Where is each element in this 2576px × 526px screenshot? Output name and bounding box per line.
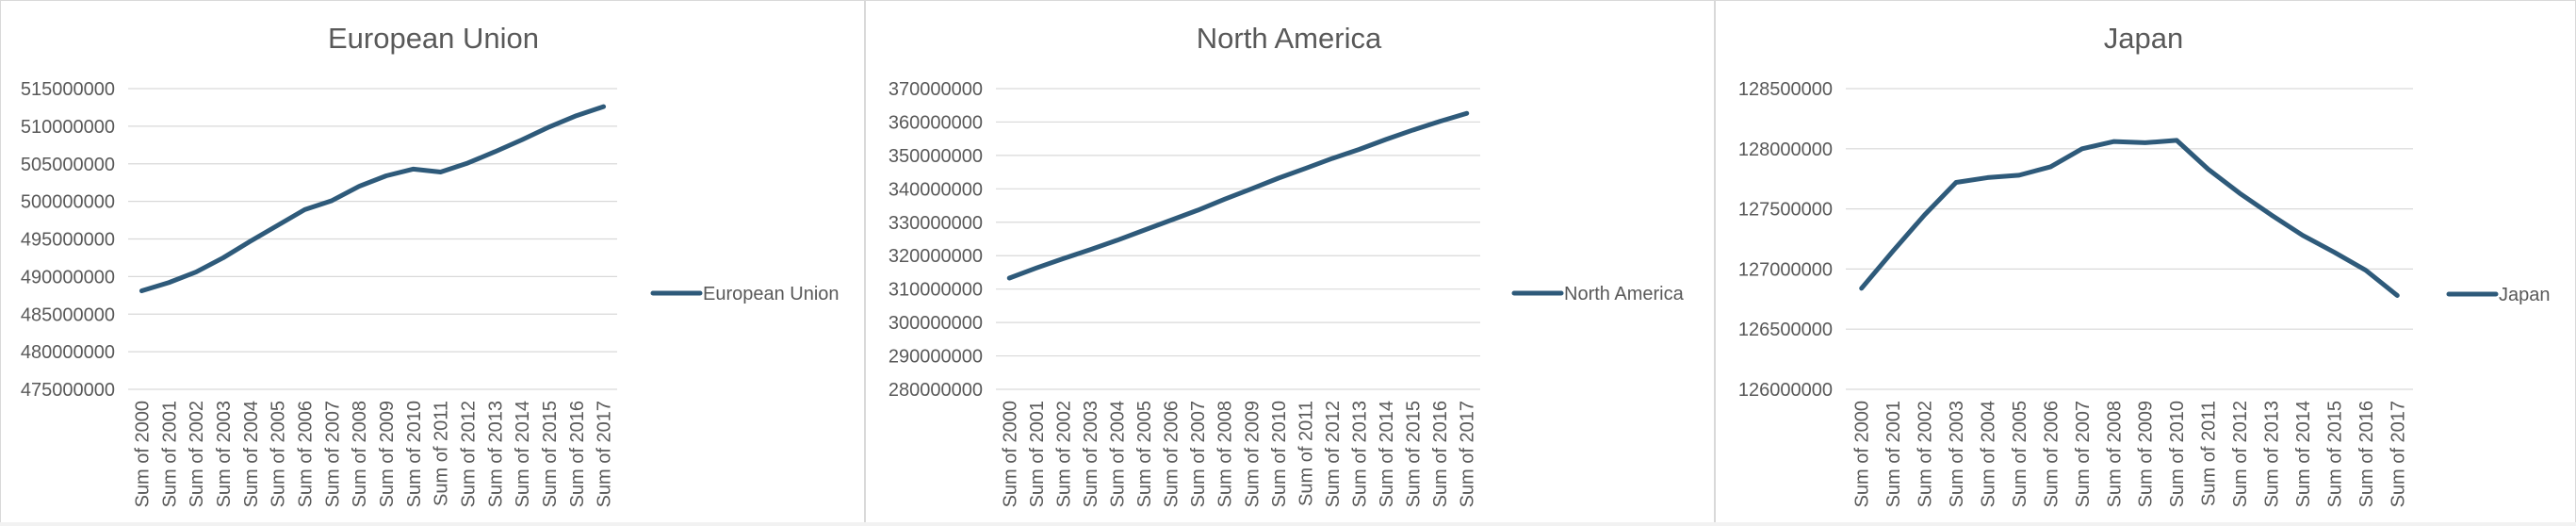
x-tick-label: Sum of 2006 [295,401,316,507]
x-tick-label: Sum of 2007 [2073,401,2094,507]
x-tick-label: Sum of 2013 [2262,401,2283,507]
x-tick-label: Sum of 2012 [458,401,479,507]
x-tick-label: Sum of 2011 [432,401,452,506]
x-tick-label: Sum of 2004 [1108,401,1129,507]
y-tick-label: 310000000 [889,280,983,301]
x-tick-label: Sum of 2017 [595,401,615,507]
chart-title-european-union: European Union [328,22,539,55]
x-tick-label: Sum of 2015 [2324,401,2345,507]
x-tick-label: Sum of 2007 [1188,401,1209,507]
x-tick-label: Sum of 2013 [1350,401,1371,507]
chart-svg: European Union 475000000 480000000 48500000… [21,22,840,507]
y-tick-label: 360000000 [889,112,983,133]
x-tick-label: Sum of 2002 [187,401,207,507]
x-tick-label: Sum of 2010 [2167,401,2188,507]
x-tick-label: Sum of 2013 [485,401,506,507]
y-tick-label: 280000000 [889,380,983,401]
x-tick-label: Sum of 2003 [214,401,235,507]
chart-svg: Japan 126000000 126500000 127000000 12750000… [1738,22,2551,507]
x-tick-label: Sum of 2004 [1979,401,1999,507]
x-tick-label: Sum of 2000 [1000,401,1020,507]
sheet-bottom-strip [0,522,2576,526]
x-tick-label: Sum of 2016 [2356,401,2377,507]
x-tick-label: Sum of 2005 [1134,401,1155,507]
x-tick-label: Sum of 2001 [159,401,180,507]
y-tick-label: 350000000 [889,146,983,167]
x-tick-label: Sum of 2006 [2041,401,2062,507]
x-tick-label: Sum of 2006 [1162,401,1182,507]
y-tick-label: 128500000 [1738,79,1833,100]
x-tick-label: Sum of 2005 [269,401,289,507]
x-tick-label: Sum of 2017 [2388,401,2408,507]
x-tick-label: Sum of 2012 [1323,401,1344,507]
y-tick-label: 480000000 [21,342,115,363]
x-tick-label: Sum of 2003 [1081,401,1101,507]
y-tick-label: 490000000 [21,267,115,288]
x-tick-label: Sum of 2002 [1053,401,1074,507]
x-tick-label: Sum of 2000 [1852,401,1873,507]
chart-panel-north-america: North America 280000000 290000000 300000000… [865,0,1715,524]
x-tick-label: Sum of 2001 [1883,401,1904,507]
y-tick-label: 126000000 [1738,380,1833,401]
legend-label-european-union: European Union [703,284,840,304]
series-line-european-union [139,104,607,294]
y-tick-label: 127000000 [1738,259,1833,280]
x-tick-label: Sum of 2009 [2136,401,2157,507]
y-tick-label: 127500000 [1738,200,1833,221]
x-tick-label: Sum of 2016 [1430,401,1451,507]
y-tick-label: 320000000 [889,246,983,267]
x-tick-label: Sum of 2015 [540,401,561,507]
legend-label-north-america: North America [1564,284,1685,304]
x-tick-label: Sum of 2007 [322,401,343,507]
y-tick-label: 300000000 [889,313,983,334]
series-line-north-america [1006,110,1470,281]
x-tick-label: Sum of 2011 [2199,401,2220,506]
y-tick-label: 340000000 [889,179,983,200]
y-tick-label: 505000000 [21,155,115,175]
x-tick-label: Sum of 2016 [567,401,588,507]
y-tick-label: 370000000 [889,79,983,100]
x-tick-label: Sum of 2010 [1269,401,1290,507]
x-tick-label: Sum of 2014 [513,401,533,507]
y-tick-label: 495000000 [21,230,115,251]
y-tick-label: 126500000 [1738,320,1833,340]
x-tick-label: Sum of 2014 [1377,401,1397,507]
x-tick-label: Sum of 2015 [1404,401,1425,507]
x-tick-label: Sum of 2011 [1296,401,1316,506]
x-tick-label: Sum of 2002 [1916,401,1936,507]
chart-title-north-america: North America [1197,22,1382,55]
y-tick-label: 475000000 [21,380,115,401]
x-tick-label: Sum of 2010 [404,401,425,507]
y-tick-label: 330000000 [889,213,983,234]
x-tick-label: Sum of 2004 [241,401,262,507]
y-tick-label: 515000000 [21,79,115,100]
x-tick-label: Sum of 2008 [1215,401,1236,507]
x-tick-label: Sum of 2000 [132,401,153,507]
x-tick-label: Sum of 2009 [377,401,398,507]
chart-panel-japan: Japan 126000000 126500000 127000000 12750000… [1715,0,2576,524]
y-tick-label: 500000000 [21,192,115,213]
x-tick-label: Sum of 2009 [1242,401,1263,507]
y-tick-label: 128000000 [1738,140,1833,160]
x-tick-label: Sum of 2014 [2293,401,2314,507]
x-tick-label: Sum of 2012 [2230,401,2251,507]
x-tick-label: Sum of 2003 [1947,401,1967,507]
chart-svg: North America 280000000 290000000 300000000… [889,22,1685,507]
series-line-japan [1859,138,2400,298]
x-tick-label: Sum of 2008 [2104,401,2125,507]
x-tick-label: Sum of 2001 [1027,401,1048,507]
chart-title-japan: Japan [2104,22,2183,55]
y-tick-label: 510000000 [21,117,115,138]
x-tick-label: Sum of 2017 [1458,401,1478,507]
legend-label-japan: Japan [2499,285,2551,305]
y-tick-label: 485000000 [21,304,115,325]
chart-panel-european-union: European Union 475000000 480000000 48500000… [0,0,865,524]
x-tick-label: Sum of 2008 [350,401,370,507]
x-tick-label: Sum of 2005 [2010,401,2030,507]
y-tick-label: 290000000 [889,347,983,368]
